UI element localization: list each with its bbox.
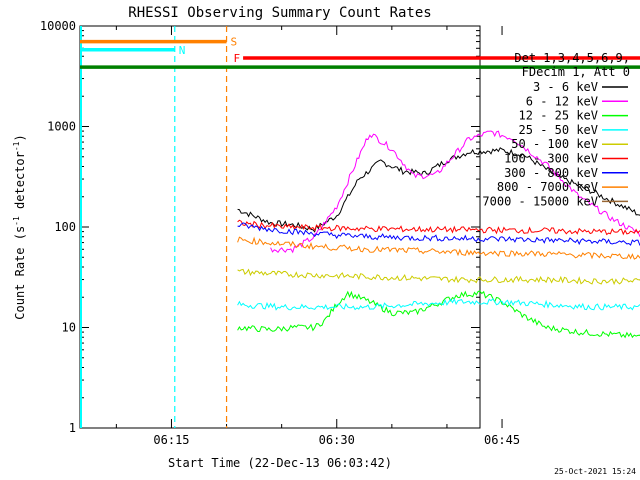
- y-tick-label: 100: [54, 220, 76, 234]
- legend-entry-label: 100 - 300 keV: [504, 152, 598, 166]
- series-line: [237, 222, 640, 246]
- series-line: [237, 297, 640, 311]
- vertical-markers: [80, 26, 228, 428]
- series-line: [270, 130, 640, 254]
- series-line: [237, 268, 640, 286]
- legend-header: FDecim 1, Att 0: [522, 65, 630, 79]
- legend-entry-label: 300 - 800 keV: [504, 166, 598, 180]
- x-tick-label: 06:45: [484, 433, 520, 447]
- legend-entry-label: 800 - 7000 keV: [497, 180, 598, 194]
- state-bar-label: S: [231, 36, 238, 49]
- legend-entry-label: 12 - 25 keV: [519, 109, 598, 123]
- legend-entry-label: 3 - 6 keV: [533, 80, 598, 94]
- y-tick-label: 1: [69, 421, 76, 435]
- y-tick-label: 10000: [40, 19, 76, 33]
- state-bar-label: F: [233, 52, 240, 65]
- legend-entry-label: 50 - 100 keV: [511, 137, 598, 151]
- chart-title: RHESSI Observing Summary Count Rates: [128, 5, 431, 21]
- y-tick-label: 1000: [47, 120, 76, 134]
- y-axis-ticks: 1 10 100 1000 10000: [40, 19, 480, 435]
- legend-entry-label: 6 - 12 keV: [526, 94, 598, 108]
- x-tick-label: 06:30: [319, 433, 355, 447]
- legend-header: Det 1,3,4,5,6,9,: [514, 51, 630, 65]
- footer-date: 25-Oct-2021 15:24: [554, 467, 636, 476]
- series-line: [237, 290, 640, 339]
- legend-entry-label: 7000 - 15000 keV: [482, 194, 598, 208]
- state-bars: SNFRD0RD6: [80, 36, 640, 69]
- series-line: [237, 219, 640, 236]
- legend-entry-label: 25 - 50 keV: [519, 123, 598, 137]
- state-bar-label: N: [179, 44, 186, 57]
- x-axis-label: Start Time (22-Dec-13 06:03:42): [168, 456, 392, 470]
- legend: Det 1,3,4,5,6,9,FDecim 1, Att 03 - 6 keV…: [482, 51, 630, 208]
- series-line: [237, 236, 640, 260]
- x-tick-label: 06:15: [153, 433, 189, 447]
- y-tick-label: 10: [62, 321, 76, 335]
- series-line: [237, 147, 640, 233]
- series-lines: [237, 130, 640, 339]
- y-axis-label: Count Rate (s-1 detector-1): [12, 134, 27, 319]
